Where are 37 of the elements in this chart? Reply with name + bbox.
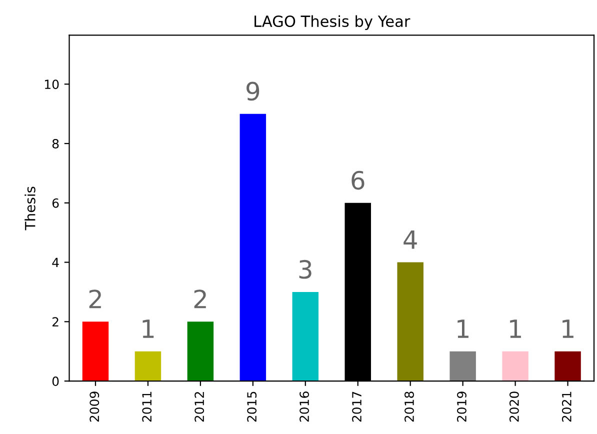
chart-title: LAGO Thesis by Year (254, 15, 410, 30)
x-tick-label: 2012 (194, 392, 204, 422)
y-tick-label: 4 (52, 258, 59, 268)
data-label: 1 (458, 320, 468, 338)
y-tick-label: 0 (52, 376, 59, 386)
data-label: 2 (89, 290, 101, 308)
bar (134, 351, 162, 382)
y-tick-label: 6 (52, 198, 59, 208)
bar (292, 292, 319, 382)
data-label: 6 (352, 170, 364, 190)
bar (397, 262, 424, 382)
bar (187, 322, 214, 382)
y-tick-label: 2 (52, 317, 58, 326)
x-tick-label: 2020 (509, 392, 519, 422)
x-tick-label: 2017 (352, 392, 362, 422)
data-label: 4 (404, 230, 417, 249)
data-label: 1 (510, 320, 521, 338)
data-label: 3 (299, 260, 312, 279)
bar (554, 351, 581, 382)
x-tick-label: 2009 (90, 392, 100, 422)
y-tick-label: 10 (44, 80, 59, 90)
x-tick-label: 2011 (142, 392, 152, 422)
data-label: 9 (246, 82, 260, 101)
x-tick-label: 2016 (300, 392, 310, 422)
bar (240, 114, 266, 382)
data-label: 2 (194, 290, 206, 308)
x-tick-label: 2015 (247, 392, 257, 422)
bar (82, 322, 109, 382)
data-label: 1 (142, 320, 154, 338)
y-tick-label: 8 (52, 138, 59, 148)
x-tick-label: 2021 (562, 392, 572, 422)
data-label: 1 (562, 320, 574, 338)
x-tick-label: 2018 (404, 392, 414, 422)
x-tick-label: 2019 (456, 392, 466, 422)
bar (450, 351, 476, 382)
bar (502, 351, 528, 382)
y-axis-title: Thesis (24, 186, 36, 230)
